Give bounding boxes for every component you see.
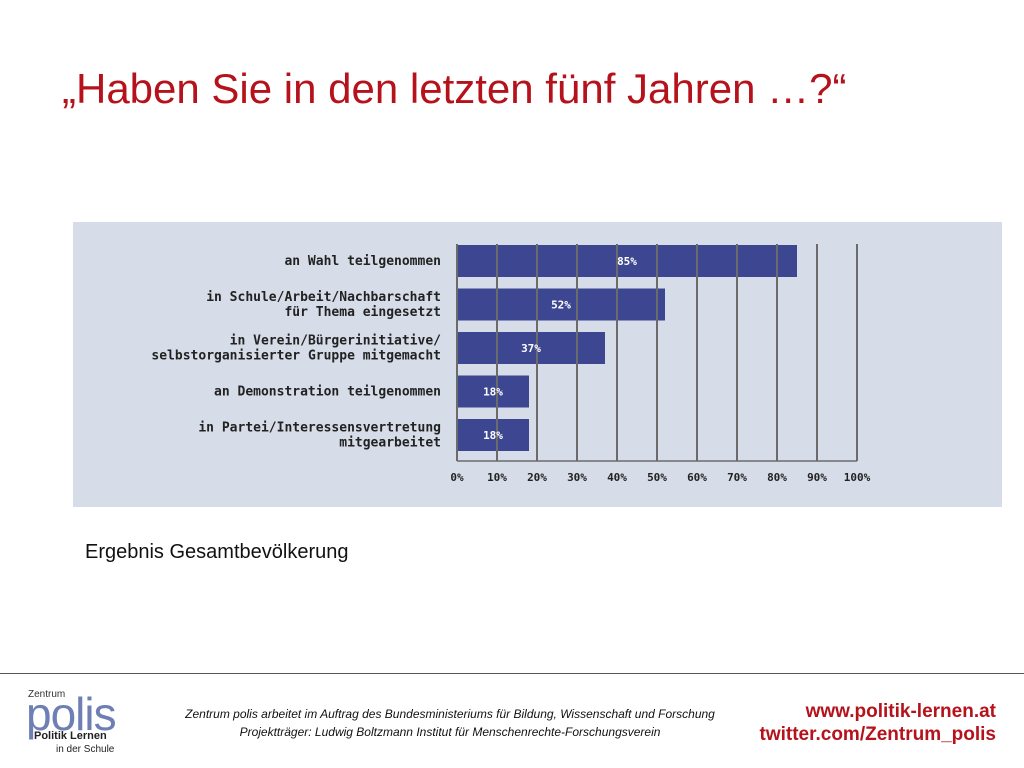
footer-info-line-1: Zentrum polis arbeitet im Auftrag des Bu… bbox=[185, 707, 715, 721]
category-label: an Demonstration teilgenommen bbox=[214, 385, 441, 400]
x-tick-label: 20% bbox=[527, 471, 547, 484]
x-tick-label: 30% bbox=[567, 471, 587, 484]
chart-panel: 85% 52% 37% 18% 18% an Wahl teilgenommen in Sc… bbox=[73, 222, 1002, 507]
footer-info-line-2: Projektträger: Ludwig Boltzmann Institut… bbox=[239, 725, 661, 739]
x-tick-label: 40% bbox=[607, 471, 627, 484]
category-label: in Partei/Interessensvertretung bbox=[198, 421, 441, 436]
x-tick-label: 60% bbox=[687, 471, 707, 484]
bar-value-label: 18% bbox=[483, 386, 503, 399]
logo-tagline-1: Politik Lernen bbox=[34, 730, 107, 742]
category-label: in Verein/Bürgerinitiative/ bbox=[230, 334, 441, 349]
chart-caption: Ergebnis Gesamtbevölkerung bbox=[85, 541, 349, 563]
footer-divider bbox=[0, 673, 1024, 674]
x-tick-label: 90% bbox=[807, 471, 827, 484]
bar-value-label: 85% bbox=[617, 255, 637, 268]
slide-title: „Haben Sie in den letzten fünf Jahren …?… bbox=[62, 65, 847, 112]
bar-value-label: 37% bbox=[521, 342, 541, 355]
x-tick-label: 100% bbox=[844, 471, 871, 484]
logo-tagline-2: in der Schule bbox=[56, 744, 115, 755]
category-label: für Thema eingesetzt bbox=[284, 305, 441, 320]
bar-value-label: 18% bbox=[483, 429, 503, 442]
bar bbox=[457, 288, 665, 321]
bar-value-label: 52% bbox=[551, 299, 571, 312]
x-tick-label: 50% bbox=[647, 471, 667, 484]
category-label: an Wahl teilgenommen bbox=[284, 254, 441, 269]
category-label: in Schule/Arbeit/Nachbarschaft bbox=[206, 290, 441, 305]
x-tick-label: 10% bbox=[487, 471, 507, 484]
logo-zentrum-text: Zentrum bbox=[28, 689, 66, 700]
polis-logo: polis Zentrum Politik Lernen in der Schu… bbox=[26, 689, 146, 761]
twitter-link[interactable]: twitter.com/Zentrum_polis bbox=[759, 724, 996, 745]
bar bbox=[457, 332, 605, 364]
x-tick-label: 80% bbox=[767, 471, 787, 484]
x-tick-label: 0% bbox=[450, 471, 464, 484]
category-label: mitgearbeitet bbox=[339, 436, 441, 451]
bar bbox=[457, 419, 529, 451]
footer-info: Zentrum polis arbeitet im Auftrag des Bu… bbox=[160, 705, 740, 741]
bar bbox=[457, 375, 529, 408]
category-label: selbstorganisierter Gruppe mitgemacht bbox=[151, 349, 441, 364]
bar bbox=[457, 245, 797, 277]
x-tick-label: 70% bbox=[727, 471, 747, 484]
footer-links: www.politik-lernen.at twitter.com/Zentru… bbox=[760, 700, 996, 746]
website-link[interactable]: www.politik-lernen.at bbox=[805, 701, 996, 722]
logo-wordmark: polis bbox=[26, 688, 117, 740]
bar-chart: 85% 52% 37% 18% 18% an Wahl teilgenommen in Sc… bbox=[151, 244, 871, 484]
